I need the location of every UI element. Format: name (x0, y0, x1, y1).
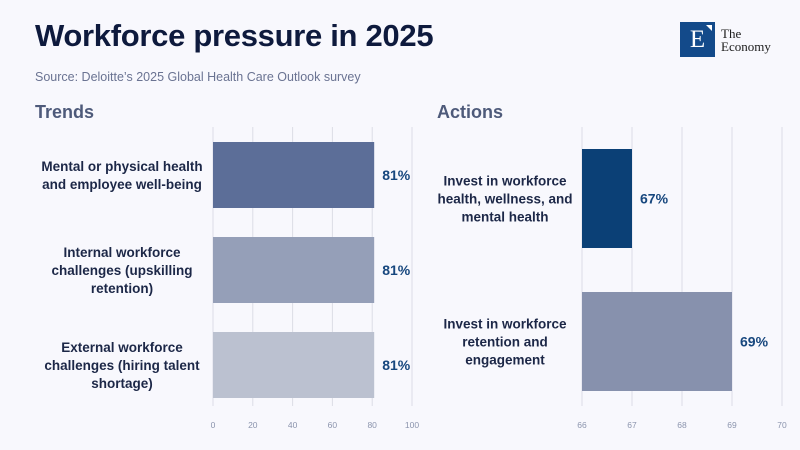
category-label-line: retention) (91, 281, 153, 296)
logo-letter: E (689, 26, 706, 53)
actions-bar (582, 292, 732, 391)
trends-tick-label: 0 (211, 420, 216, 430)
page-title: Workforce pressure in 2025 (35, 18, 434, 53)
category-label-line: Internal workforce (63, 245, 181, 260)
trends-bar (213, 142, 375, 208)
category-label-line: shortage) (91, 376, 153, 391)
category-label-line: challenges (hiring talent (44, 358, 200, 373)
actions-tick-label: 68 (677, 420, 687, 430)
category-label-line: engagement (465, 353, 545, 368)
trends-bar (213, 332, 375, 398)
trends-value-label: 81% (382, 262, 411, 278)
actions-tick-label: 67 (627, 420, 637, 430)
category-label-line: retention and (462, 335, 548, 350)
logo-e-icon: E (680, 22, 715, 57)
trends-category-label: Internal workforce challenges (upskilling… (51, 245, 192, 296)
trends-tick-label: 40 (288, 420, 298, 430)
category-label-line: Invest in workforce (443, 317, 567, 332)
trends-chart-title: Trends (35, 102, 95, 122)
trends-value-label: 81% (382, 357, 411, 373)
actions-bar (582, 149, 632, 248)
trends-bar (213, 237, 375, 303)
trends-value-label: 81% (382, 167, 411, 183)
category-label-line: Invest in workforce (443, 174, 567, 189)
actions-category-label: Invest in workforce health, wellness, and… (437, 174, 572, 225)
category-label-line: Mental or physical health (41, 159, 202, 174)
source-note: Source: Deloitte’s 2025 Global Health Ca… (35, 70, 361, 84)
brand-logo: E The Economy (680, 22, 771, 57)
actions-chart-title: Actions (437, 102, 504, 122)
actions-chart: 66 67 68 69 70 67% Invest in workforce health, … (437, 127, 787, 430)
category-label-line: and employee well-being (42, 177, 202, 192)
actions-category-label: Invest in workforce retention and engageme… (443, 317, 567, 368)
category-label-line: challenges (upskilling (51, 263, 192, 278)
trends-tick-label: 80 (367, 420, 377, 430)
logo-line-2: Economy (721, 38, 771, 54)
category-label-line: health, wellness, and (437, 192, 572, 207)
trends-tick-label: 20 (248, 420, 258, 430)
logo-notch (706, 25, 712, 31)
trends-chart: 0 20 40 60 80 100 81% Mental or physical health… (41, 127, 419, 430)
category-label-line: mental health (461, 210, 548, 225)
actions-tick-label: 69 (727, 420, 737, 430)
logo-line-1: The (721, 25, 742, 41)
trends-tick-label: 100 (405, 420, 419, 430)
trends-tick-label: 60 (328, 420, 338, 430)
actions-value-label: 69% (740, 334, 769, 350)
logo-wordmark: The Economy (721, 27, 771, 53)
actions-tick-label: 70 (777, 420, 787, 430)
trends-category-label: External workforce challenges (hiring tal… (44, 340, 200, 391)
actions-tick-label: 66 (577, 420, 587, 430)
trends-category-label: Mental or physical health and employee we… (41, 159, 202, 192)
category-label-line: External workforce (61, 340, 183, 355)
actions-value-label: 67% (640, 191, 669, 207)
